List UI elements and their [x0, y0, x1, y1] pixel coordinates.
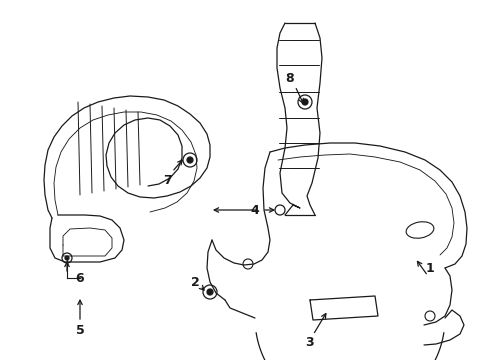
- Text: 8: 8: [285, 72, 294, 85]
- Circle shape: [65, 256, 69, 260]
- Text: 6: 6: [76, 271, 84, 284]
- Text: 1: 1: [425, 261, 433, 274]
- Circle shape: [302, 99, 307, 105]
- Circle shape: [186, 157, 193, 163]
- Circle shape: [206, 289, 213, 295]
- Text: 5: 5: [76, 324, 84, 337]
- Text: 3: 3: [305, 336, 314, 348]
- Text: 7: 7: [163, 174, 171, 186]
- Text: 4: 4: [250, 203, 259, 216]
- Text: 2: 2: [190, 276, 199, 289]
